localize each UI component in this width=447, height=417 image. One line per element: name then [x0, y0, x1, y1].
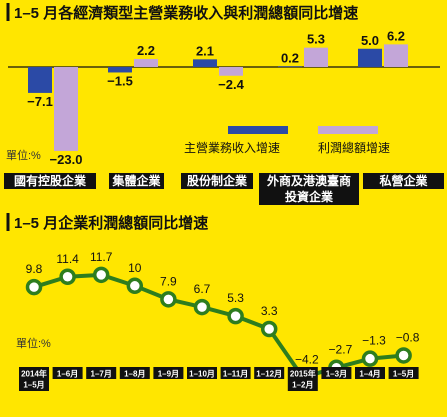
- axis-tag-7: [254, 367, 285, 379]
- chart1-unit: 單位:%: [6, 148, 41, 162]
- axis-tag-4: [153, 367, 184, 379]
- chart2-unit: 單位:%: [16, 336, 51, 350]
- data-label-s1-0: −23.0: [50, 152, 83, 167]
- category-label-2-0: 股份制企業: [187, 173, 248, 188]
- point-label-2: 11.7: [90, 250, 113, 264]
- category-label-3-1: 投資企業: [285, 189, 334, 204]
- category-tag-1: [109, 173, 164, 189]
- data-label-s0-2: 2.1: [196, 43, 214, 58]
- axis-label-5-0: 1–10月: [189, 370, 215, 379]
- axis-label-7-0: 1–12月: [256, 370, 282, 379]
- axis-tag-0: [19, 367, 49, 391]
- bar-s0-2: [193, 59, 217, 67]
- point-label-10: −1.3: [362, 334, 386, 348]
- data-label-s0-3: 0.2: [281, 50, 299, 65]
- point-label-1: 11.4: [56, 252, 79, 266]
- chart2-title: 1–5 月企業利潤總額同比增速: [14, 214, 208, 232]
- axis-tag-10: [355, 367, 385, 379]
- axis-tag-11: [388, 367, 419, 379]
- point-0: [25, 278, 43, 296]
- axis-tag-9: [321, 367, 352, 379]
- axis-tag-5: [187, 367, 217, 379]
- axis-label-4-0: 1–9月: [158, 370, 179, 379]
- chart-profit-growth-trend: 1–5 月企業利潤總額同比增速 9.8 11.4 11.7 10 7.9 6.7 5.3 3.…: [6, 213, 420, 391]
- category-tag-2: [181, 173, 253, 189]
- axis-label-8-0: 2015年: [290, 369, 316, 379]
- point-label-9: −2.7: [329, 343, 353, 357]
- axis-tag-3: [119, 367, 150, 379]
- point-label-8: −4.2: [295, 352, 319, 366]
- point-10: [361, 350, 379, 367]
- bar-s1-2: [219, 67, 243, 76]
- bar-s1-1: [134, 58, 158, 67]
- point-6: [227, 307, 244, 325]
- data-label-s0-1: −1.5: [107, 73, 133, 88]
- axis-tag-8: [287, 367, 318, 391]
- point-1: [59, 268, 76, 286]
- bar-s0-4: [358, 48, 382, 67]
- axis-label-8-1: 1–2月: [292, 381, 313, 390]
- data-label-s0-0: −7.1: [27, 94, 53, 109]
- point-3: [126, 277, 144, 295]
- data-label-s1-4: 6.2: [387, 28, 405, 43]
- point-label-4: 7.9: [160, 274, 177, 288]
- category-label-3-0: 外商及港澳臺商: [267, 173, 351, 188]
- axis-tag-6: [220, 367, 251, 379]
- point-label-5: 6.7: [194, 282, 211, 296]
- axis-label-6-0: 1–11月: [223, 370, 248, 379]
- data-label-s1-1: 2.2: [137, 43, 155, 58]
- point-label-6: 5.3: [227, 291, 244, 305]
- bar-s0-0: [28, 67, 52, 93]
- category-tag-3: [259, 173, 359, 205]
- point-4: [160, 291, 177, 308]
- category-label-4-0: 私營企業: [378, 173, 428, 188]
- point-label-11: −0.8: [396, 330, 420, 344]
- axis-label-0-1: 1–5月: [23, 381, 44, 390]
- data-label-s1-2: −2.4: [218, 77, 244, 92]
- point-label-7: 3.3: [261, 304, 278, 318]
- point-5: [193, 298, 211, 316]
- category-label-1-0: 集體企業: [111, 173, 161, 188]
- chart-revenue-profit-by-type: 1–5 月各經濟類型主營業務收入與利潤總額同比增速 −7.1 −1.5 2.1 0.2…: [4, 3, 444, 205]
- legend-label-0: 主營業務收入增速: [184, 141, 280, 155]
- axis-label-3-0: 1–8月: [124, 370, 145, 379]
- category-tag-4: [363, 173, 444, 189]
- bar-s1-4: [384, 44, 408, 67]
- point-11: [395, 347, 412, 364]
- legend-swatch-1: [318, 126, 378, 134]
- point-2: [92, 266, 110, 284]
- legend-swatch-0: [228, 126, 288, 134]
- legend-label-1: 利潤總額增速: [318, 140, 390, 155]
- trend-line: [33, 272, 404, 380]
- data-label-s1-3: 5.3: [307, 32, 325, 47]
- axis-label-1-0: 1–6月: [57, 370, 78, 379]
- axis-label-9-0: 1–3月: [326, 370, 347, 379]
- category-label-0-0: 國有控股企業: [14, 173, 87, 188]
- axis-label-10-0: 1–4月: [359, 370, 380, 379]
- point-7: [260, 320, 278, 338]
- axis-label-2-0: 1–7月: [91, 370, 112, 379]
- data-label-s0-4: 5.0: [361, 33, 379, 48]
- axis-label-0-0: 2014年: [21, 369, 47, 379]
- axis-tag-2: [86, 367, 117, 379]
- chart1-title: 1–5 月各經濟類型主營業務收入與利潤總額同比增速: [14, 4, 358, 22]
- category-tag-0: [4, 173, 96, 189]
- bar-s0-1: [108, 67, 132, 73]
- point-label-0: 9.8: [26, 262, 43, 276]
- axis-tag-1: [52, 367, 83, 379]
- point-label-3: 10: [128, 261, 142, 275]
- bar-s1-3: [304, 47, 328, 67]
- bar-s1-0: [54, 67, 78, 151]
- bar-s0-3: [278, 66, 302, 68]
- axis-label-11-0: 1–5月: [393, 370, 414, 379]
